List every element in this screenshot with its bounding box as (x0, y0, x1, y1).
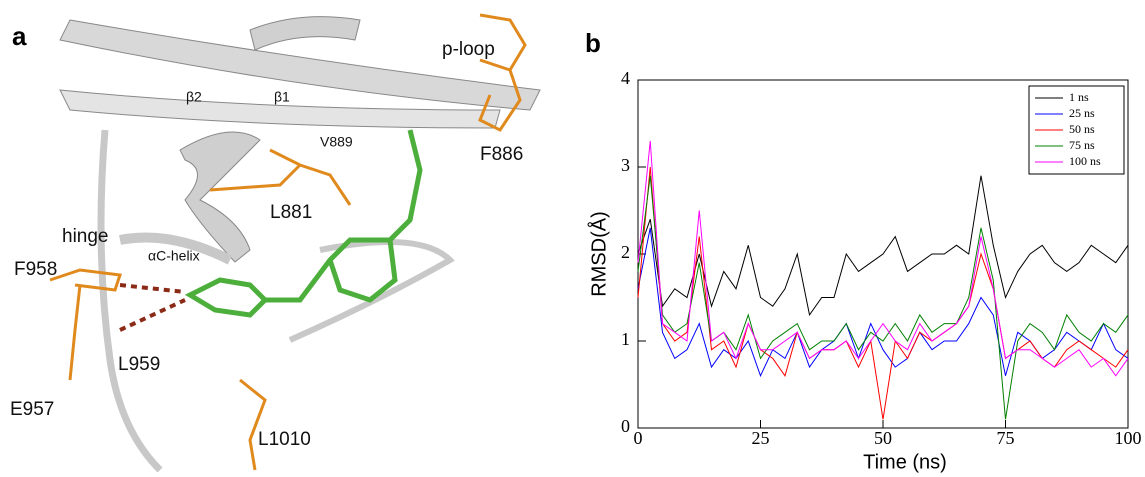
y-tick-label: 3 (621, 155, 630, 175)
series-line (637, 175, 1129, 317)
x-tick-label: 50 (874, 428, 892, 448)
panel-label: a (12, 21, 27, 51)
ligand (184, 129, 423, 318)
residue-label: V889 (320, 134, 353, 150)
panel-a: a p-loop β2 β1 V889 F886 L881 hinge αC-h… (10, 13, 541, 473)
region-label: αC-helix (148, 248, 200, 264)
backbone (288, 239, 455, 343)
series-line (637, 140, 1129, 377)
panel-label: b (585, 28, 601, 58)
residue-label: F886 (480, 144, 523, 165)
residue (478, 13, 527, 132)
residue-label: p-loop (442, 39, 495, 60)
x-tick-label: 75 (997, 428, 1015, 448)
ribbon (59, 19, 541, 111)
x-tick-label: 0 (634, 428, 643, 448)
strand-label: β2 (186, 89, 202, 105)
residue (239, 378, 267, 471)
x-axis-label: Time (ns) (863, 451, 947, 473)
residue-label: L959 (118, 354, 160, 375)
region-label: hinge (62, 226, 109, 247)
legend-label: 75 ns (1069, 138, 1095, 152)
legend-label: 25 ns (1069, 106, 1095, 120)
legend-label: 50 ns (1069, 122, 1095, 136)
ribbon (249, 16, 361, 51)
residue (49, 268, 123, 381)
helix (179, 131, 261, 263)
strand-label: β1 (274, 89, 290, 105)
helix (119, 232, 233, 265)
residue (209, 148, 352, 206)
residue-label: L1010 (258, 429, 311, 450)
x-tick-label: 25 (752, 428, 770, 448)
series-line (637, 227, 1129, 378)
y-tick-label: 2 (621, 242, 630, 262)
y-tick-label: 1 (621, 329, 630, 349)
h-bond (119, 283, 186, 332)
legend-label: 1 ns (1069, 90, 1089, 104)
y-tick-label: 4 (621, 68, 630, 88)
residue-label: F958 (14, 259, 57, 280)
legend-label: 100 ns (1069, 154, 1101, 168)
residue-label: E957 (10, 399, 54, 420)
y-tick-label: 0 (621, 416, 630, 436)
y-axis-label: RMSD(Å) (587, 211, 610, 297)
x-tick-label: 100 (1115, 428, 1142, 448)
series-line (637, 175, 1129, 420)
series-line (637, 166, 1129, 420)
backbone (97, 129, 163, 473)
residue-label: L881 (270, 202, 312, 223)
